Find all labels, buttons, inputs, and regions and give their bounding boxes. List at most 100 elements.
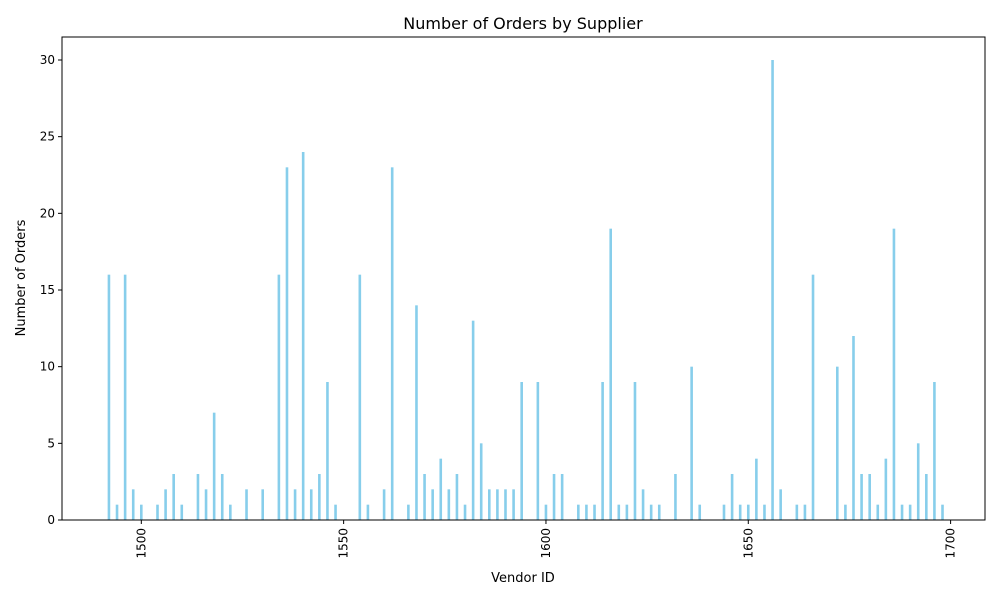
bar xyxy=(738,504,742,520)
bar xyxy=(536,382,540,520)
bar xyxy=(811,274,815,520)
bar xyxy=(617,504,621,520)
bar xyxy=(471,320,475,520)
bar xyxy=(382,489,386,520)
bar xyxy=(641,489,645,520)
bar xyxy=(318,474,321,520)
bar xyxy=(755,458,758,520)
y-tick-label: 15 xyxy=(40,283,55,297)
bar xyxy=(520,382,523,520)
bar xyxy=(496,489,499,520)
bar xyxy=(908,504,912,520)
bar xyxy=(722,504,726,520)
bar xyxy=(609,228,612,521)
bar xyxy=(649,504,653,520)
bar xyxy=(439,458,443,520)
bar xyxy=(156,504,159,520)
x-tick-label: 1500 xyxy=(134,528,148,559)
bars xyxy=(107,60,944,521)
x-axis: 1500 1550 1600 1650 1700 xyxy=(134,520,958,559)
bar xyxy=(690,366,693,520)
bar xyxy=(544,504,548,520)
plot-frame xyxy=(61,36,986,521)
bar xyxy=(916,443,920,520)
bar xyxy=(860,474,863,520)
bar xyxy=(504,489,507,520)
bar xyxy=(763,504,766,520)
bar xyxy=(900,504,904,520)
x-tick-label: 1650 xyxy=(741,528,755,559)
bar xyxy=(180,504,184,520)
bar xyxy=(301,152,305,520)
bar xyxy=(488,489,491,520)
bar xyxy=(585,504,588,520)
bar xyxy=(196,474,200,520)
bar xyxy=(933,382,936,520)
bar xyxy=(415,305,418,520)
bar xyxy=(868,474,871,520)
bar xyxy=(107,274,111,520)
bar xyxy=(212,412,216,520)
bar xyxy=(512,489,515,520)
bar xyxy=(836,366,839,520)
bar xyxy=(577,504,580,520)
bar xyxy=(358,274,362,520)
bar xyxy=(779,489,782,520)
bar xyxy=(285,167,289,520)
bar xyxy=(245,489,248,520)
bar xyxy=(746,504,750,520)
bar xyxy=(423,474,426,520)
bar xyxy=(795,504,799,520)
y-tick-label: 25 xyxy=(40,130,55,144)
bar xyxy=(463,504,467,520)
bar xyxy=(852,336,855,520)
bar xyxy=(479,443,483,520)
bar xyxy=(925,474,928,520)
bar xyxy=(131,489,135,520)
bar xyxy=(674,474,677,520)
bar xyxy=(657,504,661,520)
bar xyxy=(625,504,629,520)
y-tick-label: 20 xyxy=(40,206,55,220)
bar xyxy=(771,60,774,520)
bar xyxy=(593,504,596,520)
bar xyxy=(204,489,208,520)
chart-title: Number of Orders by Supplier xyxy=(403,14,643,33)
y-axis: 0 5 10 15 20 25 30 xyxy=(40,53,62,527)
bar xyxy=(803,504,807,520)
bar xyxy=(455,474,459,520)
bar xyxy=(293,489,297,520)
bar xyxy=(164,489,167,520)
bar xyxy=(220,474,224,520)
x-tick-label: 1600 xyxy=(539,528,553,559)
bar xyxy=(309,489,313,520)
bar xyxy=(366,504,370,520)
bar xyxy=(633,382,637,520)
bar xyxy=(229,504,232,520)
bar xyxy=(892,228,896,521)
bar xyxy=(730,474,734,520)
bar xyxy=(390,167,394,520)
bar xyxy=(407,504,410,520)
bar xyxy=(447,489,451,520)
bar xyxy=(172,474,175,520)
bar xyxy=(884,458,888,520)
bar xyxy=(698,504,702,520)
y-tick-label: 30 xyxy=(40,53,55,67)
y-axis-label: Number of Orders xyxy=(14,219,29,336)
bar xyxy=(941,504,944,520)
plot-area xyxy=(61,36,986,521)
bar xyxy=(334,504,337,520)
bar xyxy=(601,382,604,520)
bar xyxy=(261,489,264,520)
y-tick-label: 5 xyxy=(47,436,55,450)
x-tick-label: 1550 xyxy=(337,528,351,559)
bar xyxy=(123,274,127,520)
bar xyxy=(844,504,847,520)
bar xyxy=(326,382,329,520)
bar xyxy=(115,504,119,520)
x-tick-label: 1700 xyxy=(944,528,958,559)
bar xyxy=(277,274,281,520)
